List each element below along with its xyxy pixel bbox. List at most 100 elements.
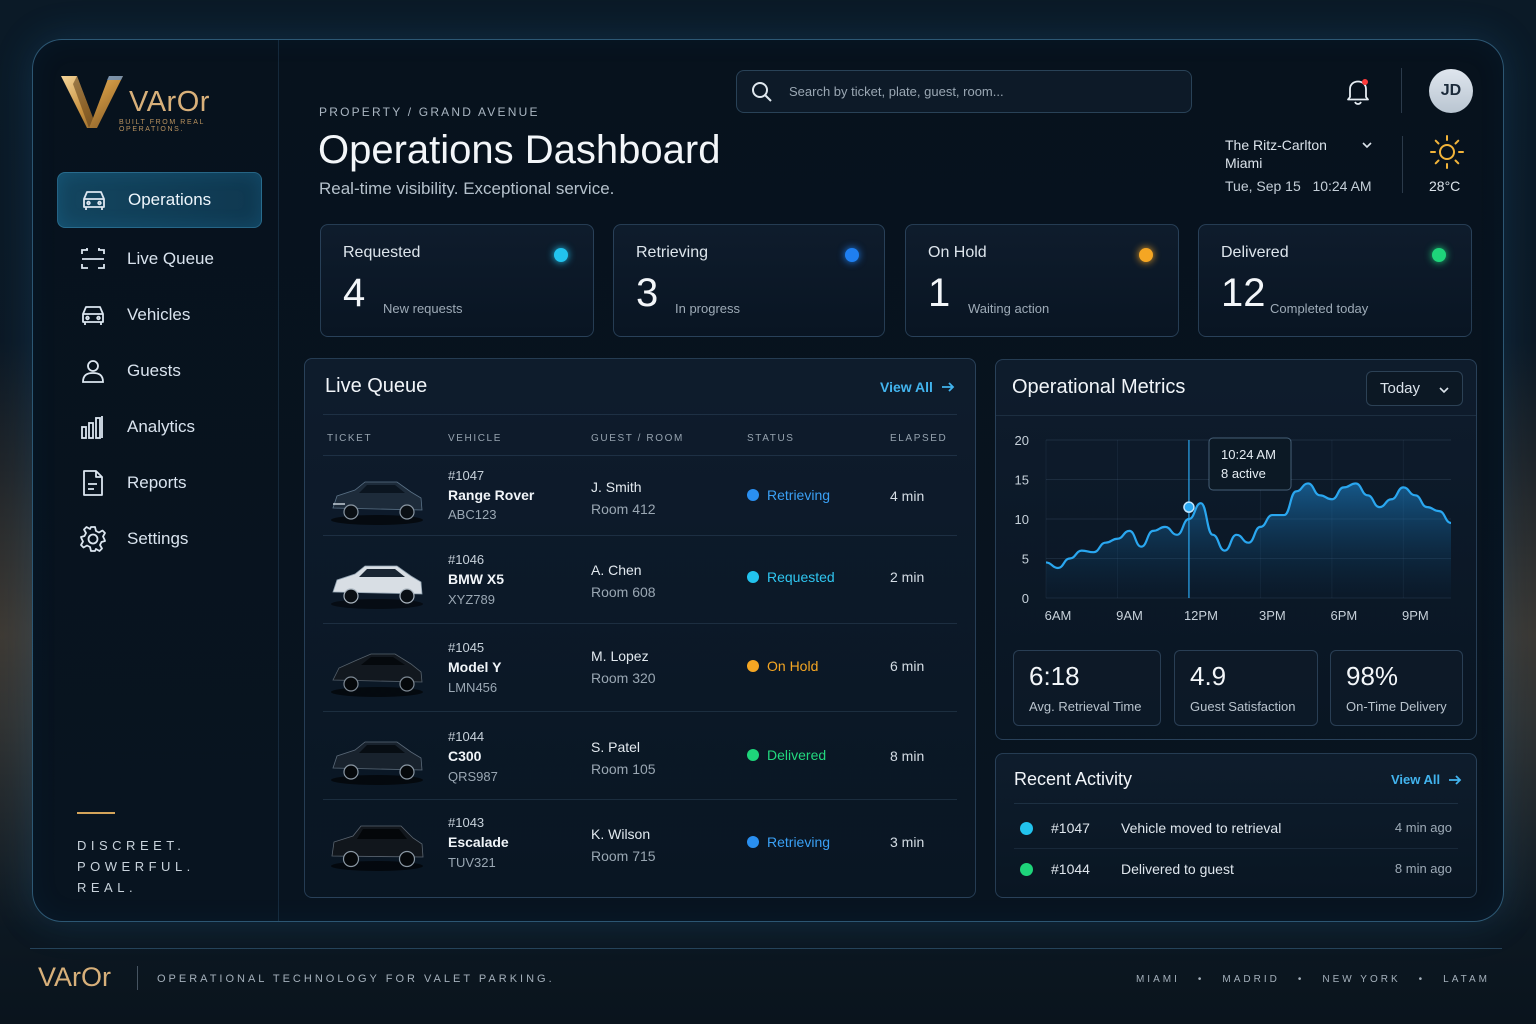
stat-label: Requested — [343, 244, 421, 261]
period-select[interactable]: Today — [1366, 371, 1463, 406]
status-dot — [747, 489, 759, 501]
x-tick-label: 9PM — [1402, 608, 1429, 623]
vehicle-model: C300 — [448, 748, 482, 764]
vehicle-model: Range Rover — [448, 487, 535, 503]
stat-value: 12 — [1221, 271, 1266, 315]
table-row[interactable]: #1045 Model Y LMN456 M. Lopez Room 320 O… — [323, 623, 957, 711]
stat-label: Delivered — [1221, 244, 1289, 261]
temperature: 28°C — [1429, 178, 1461, 194]
sidebar-item-analytics[interactable]: Analytics — [57, 399, 262, 455]
date-time: Tue, Sep 15 10:24 AM — [1225, 178, 1372, 194]
column-header: TICKET — [327, 433, 373, 444]
stat-card-retrieving[interactable]: Retrieving 3 In progress — [613, 224, 885, 337]
elapsed-time: 6 min — [890, 658, 925, 674]
sidebar-item-vehicles[interactable]: Vehicles — [57, 287, 262, 343]
sidebar-item-reports[interactable]: Reports — [57, 455, 262, 511]
activity-description: Vehicle moved to retrieval — [1121, 820, 1282, 836]
status-dot — [554, 248, 568, 262]
view-all-link[interactable]: View All — [880, 379, 955, 395]
column-header: GUEST / ROOM — [591, 433, 684, 444]
brand-name: VArOr — [129, 86, 210, 118]
live-queue-panel: Live Queue View All TICKET VEHICLE GUEST… — [304, 358, 976, 898]
tooltip-value: 8 active — [1221, 466, 1266, 481]
x-tick-label: 9AM — [1116, 608, 1143, 623]
column-header: STATUS — [747, 433, 795, 444]
search-bar[interactable] — [736, 70, 1192, 113]
status-dot — [1020, 822, 1033, 835]
stat-card-requested[interactable]: Requested 4 New requests — [320, 224, 594, 337]
city: MADRID — [1222, 974, 1280, 985]
license-plate: XYZ789 — [448, 592, 495, 607]
sidebar-item-label: Guests — [127, 361, 181, 380]
sidebar-nav: Operations Live Queue Vehicles Guests — [57, 172, 262, 567]
vehicle-model: Model Y — [448, 659, 502, 675]
kpi-label: Guest Satisfaction — [1190, 699, 1296, 714]
avatar[interactable]: JD — [1429, 69, 1473, 113]
brand-logo[interactable]: VArOr BUILT FROM REAL OPERATIONS. — [59, 72, 269, 133]
elapsed-time: 8 min — [890, 748, 925, 764]
elapsed-time: 3 min — [890, 834, 925, 850]
y-tick-label: 0 — [1022, 591, 1029, 606]
chart-line — [1045, 482, 1452, 570]
status-dot — [1139, 248, 1153, 262]
brand-motto: DISCREET. POWERFUL. REAL. — [77, 838, 195, 895]
table-row[interactable]: #1047 Range Rover ABC123 J. Smith Room 4… — [323, 455, 957, 535]
sidebar-item-label: Live Queue — [127, 249, 214, 268]
weather-divider — [1402, 136, 1403, 193]
x-tick-label: 6AM — [1045, 608, 1072, 623]
header-divider — [1401, 68, 1402, 113]
vehicle-thumbnail — [331, 741, 423, 785]
activity-chart: 0 5 10 15 20 6AM 9AM 12PM 3PM 6PM 9PM 10:24 AM 8 … — [1015, 433, 1452, 623]
elapsed-time: 2 min — [890, 569, 925, 585]
vehicle-thumbnail — [331, 653, 423, 697]
bar-chart-icon — [79, 413, 107, 441]
search-input[interactable] — [789, 84, 1169, 99]
chevron-down-icon — [1439, 387, 1449, 394]
column-header: ELAPSED — [890, 433, 948, 444]
license-plate: QRS987 — [448, 769, 498, 784]
property-selector[interactable]: The Ritz-Carlton Miami — [1225, 137, 1327, 171]
chevron-down-icon[interactable] — [1361, 140, 1373, 150]
activity-description: Delivered to guest — [1121, 861, 1234, 877]
table-row[interactable]: #1046 BMW X5 XYZ789 A. Chen Room 608 Req… — [323, 535, 957, 623]
page-subtitle: Real-time visibility. Exceptional servic… — [319, 179, 615, 198]
stat-note: In progress — [675, 301, 741, 316]
list-item[interactable]: #1044 Delivered to guest 8 min ago — [1014, 849, 1458, 889]
footer-divider — [30, 948, 1502, 949]
page-title: Operations Dashboard — [318, 128, 721, 172]
y-tick-label: 5 — [1022, 552, 1029, 567]
table-row[interactable]: #1044 C300 QRS987 S. Patel Room 105 Deli… — [323, 711, 957, 799]
notifications-button[interactable] — [1343, 76, 1373, 106]
sidebar-item-live-queue[interactable]: Live Queue — [57, 231, 262, 287]
view-all-link[interactable]: View All — [1391, 772, 1462, 787]
stat-card-delivered[interactable]: Delivered 12 Completed today — [1198, 224, 1472, 337]
footer-tagline: OPERATIONAL TECHNOLOGY FOR VALET PARKING… — [157, 973, 555, 985]
list-item[interactable]: #1047 Vehicle moved to retrieval 4 min a… — [1014, 808, 1458, 848]
user-icon — [79, 357, 107, 385]
ticket-number: #1046 — [448, 552, 485, 567]
sidebar-item-guests[interactable]: Guests — [57, 343, 262, 399]
divider — [996, 415, 1476, 416]
status-badge: Delivered — [767, 747, 827, 763]
panel-title: Live Queue — [325, 375, 428, 397]
sidebar-item-operations[interactable]: Operations — [57, 172, 262, 228]
vehicle-thumbnail — [331, 481, 423, 525]
stat-note: Completed today — [1270, 301, 1369, 316]
city: NEW YORK — [1322, 974, 1401, 985]
sidebar-item-label: Analytics — [127, 417, 196, 436]
chart-point[interactable] — [1183, 501, 1195, 513]
table-row[interactable]: #1043 Escalade TUV321 K. Wilson Room 715… — [323, 799, 957, 885]
status-badge: Retrieving — [767, 487, 831, 503]
sidebar-item-settings[interactable]: Settings — [57, 511, 262, 567]
stat-card-on-hold[interactable]: On Hold 1 Waiting action — [905, 224, 1179, 337]
chart-tooltip: 10:24 AM 8 active — [1208, 437, 1292, 491]
kpi-label: On-Time Delivery — [1346, 699, 1447, 714]
status-badge: Requested — [767, 569, 835, 585]
car-icon — [80, 186, 108, 214]
panel-title: Recent Activity — [1014, 769, 1133, 789]
status-dot — [747, 571, 759, 583]
status-badge: On Hold — [767, 658, 819, 674]
queue-icon — [79, 245, 107, 273]
guest-room: Room 608 — [591, 584, 656, 600]
metrics-panel: Operational Metrics Today 0 5 10 15 20 6AM 9A… — [995, 359, 1477, 740]
